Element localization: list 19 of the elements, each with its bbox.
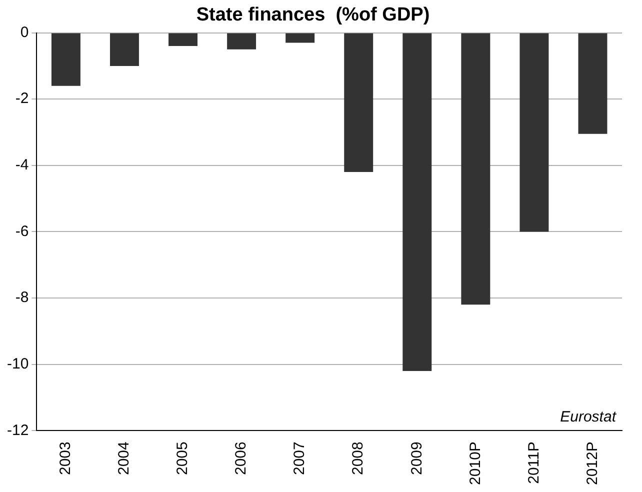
y-tick-label: -6 xyxy=(15,222,29,240)
x-tick-label: 2006 xyxy=(232,442,250,475)
y-tick-label: -10 xyxy=(6,355,29,372)
y-tick-label: -8 xyxy=(15,289,29,306)
x-tick-label: 2007 xyxy=(291,442,308,475)
y-tick-label: 0 xyxy=(20,24,29,41)
x-tick-label: 2010P xyxy=(466,442,484,485)
y-tick-label: -2 xyxy=(15,90,29,108)
y-tick-label: -12 xyxy=(6,422,29,439)
x-tick-label: 2003 xyxy=(57,442,74,475)
x-tick-label: 2009 xyxy=(408,442,426,475)
x-tick-label: 2012P xyxy=(584,442,601,485)
chart-title: State finances (%of GDP) xyxy=(196,4,430,26)
x-tick-label: 2008 xyxy=(350,442,367,475)
y-tick-label: -4 xyxy=(15,156,29,174)
x-tick-label: 2011P xyxy=(525,442,542,484)
annotation: Eurostat xyxy=(560,408,617,426)
x-tick-label: 2005 xyxy=(174,442,192,475)
x-tick-label: 2004 xyxy=(116,442,133,475)
